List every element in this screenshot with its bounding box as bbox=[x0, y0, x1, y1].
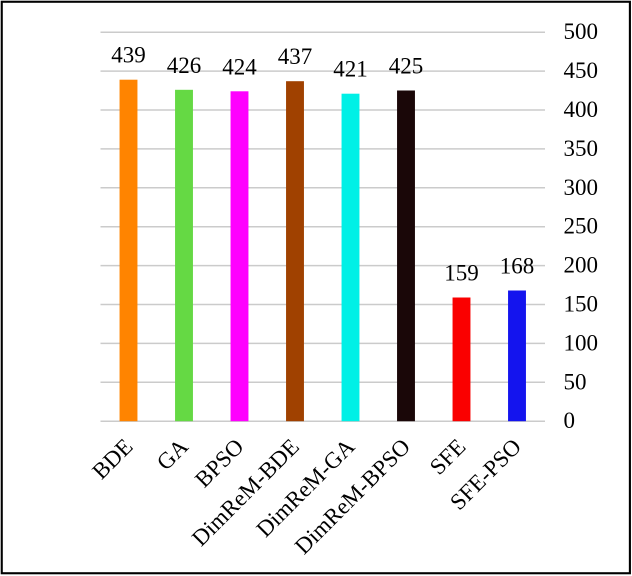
svg-text:200: 200 bbox=[564, 253, 599, 278]
svg-text:450: 450 bbox=[564, 58, 599, 83]
svg-text:500: 500 bbox=[564, 19, 599, 44]
svg-text:159: 159 bbox=[444, 261, 479, 286]
svg-text:437: 437 bbox=[278, 44, 313, 69]
svg-text:424: 424 bbox=[222, 54, 257, 79]
svg-text:400: 400 bbox=[564, 97, 599, 122]
svg-text:439: 439 bbox=[111, 43, 146, 68]
svg-text:425: 425 bbox=[389, 54, 424, 79]
svg-text:50: 50 bbox=[564, 369, 587, 394]
svg-text:168: 168 bbox=[500, 254, 535, 279]
svg-text:421: 421 bbox=[333, 57, 368, 82]
svg-text:100: 100 bbox=[564, 330, 599, 355]
svg-text:0: 0 bbox=[564, 408, 576, 433]
svg-text:300: 300 bbox=[564, 175, 599, 200]
svg-text:350: 350 bbox=[564, 136, 599, 161]
svg-text:426: 426 bbox=[167, 53, 202, 78]
svg-text:150: 150 bbox=[564, 292, 599, 317]
svg-text:250: 250 bbox=[564, 214, 599, 239]
